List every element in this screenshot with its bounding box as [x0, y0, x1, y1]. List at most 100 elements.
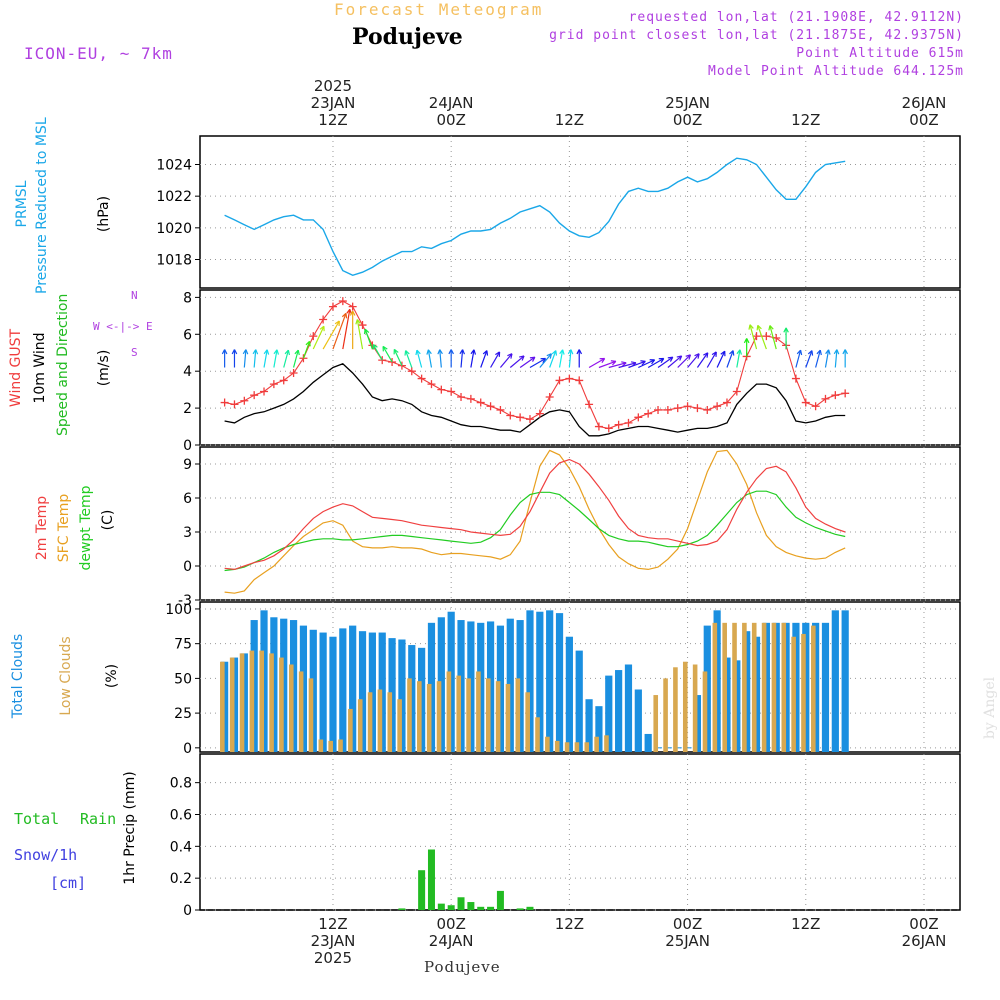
low-cloud-bar	[495, 681, 501, 752]
gust-marker	[575, 376, 584, 385]
time-label: 12Z	[554, 915, 585, 933]
wind-arrow-head	[676, 355, 683, 361]
total-cloud-bar	[644, 733, 652, 752]
wind-arrow	[677, 354, 691, 368]
low-cloud-bar	[653, 695, 659, 752]
wind-arrow	[824, 349, 830, 368]
y-tick-label: 50	[174, 671, 192, 687]
gust-marker	[594, 422, 603, 431]
gust-marker	[427, 380, 436, 389]
gust-marker	[240, 396, 249, 405]
wind-arrow-head	[482, 350, 489, 356]
wind-arrow	[598, 360, 617, 369]
low-cloud-bar	[485, 678, 491, 752]
low-cloud-bar	[308, 678, 314, 752]
gust-marker	[260, 387, 269, 396]
gust-marker	[338, 297, 347, 306]
wind-arrow	[628, 360, 646, 369]
wind-arrow	[490, 351, 501, 368]
gust-marker	[624, 418, 633, 427]
low-cloud-bar	[338, 739, 343, 752]
wind-arrow-head	[842, 349, 848, 355]
wind-arrow-head	[833, 349, 840, 355]
wind-arrow-head	[703, 352, 709, 358]
rain-bar	[437, 903, 445, 910]
low-cloud-bar	[771, 622, 777, 752]
low-cloud-bar	[220, 661, 225, 752]
low-cloud-bar	[781, 622, 787, 752]
wind-arrow	[716, 350, 726, 368]
wind-arrow-head	[640, 360, 646, 366]
point-altitude: Point Altitude 615m	[796, 46, 964, 61]
rain-bar	[467, 902, 475, 910]
gust-marker	[358, 321, 367, 330]
gust-marker	[673, 404, 682, 413]
wind-arrow-head	[273, 349, 280, 355]
gust-marker	[457, 393, 466, 402]
rain-bar	[418, 870, 426, 910]
footer-station: Podujeve	[424, 958, 501, 976]
y-tick-label: 1022	[156, 189, 192, 205]
gust-marker	[634, 413, 643, 422]
total-cloud-bar	[595, 706, 603, 752]
wind-arrow	[795, 349, 802, 368]
wind-arrow-head	[415, 349, 421, 356]
low-cloud-bar	[318, 739, 324, 752]
gust-line	[224, 300, 846, 429]
y-tick-label: 0.2	[170, 871, 192, 887]
gust-marker	[250, 391, 259, 400]
y-tick-label: 9	[183, 457, 192, 473]
wind-arrow-head	[796, 349, 803, 356]
gust-marker	[585, 400, 594, 409]
compass-n: N	[131, 289, 138, 302]
wind-arrow-head	[567, 349, 574, 355]
wind-arrow-head	[720, 350, 726, 357]
label-total: Total	[14, 810, 60, 828]
wind-arrow-head	[576, 349, 583, 355]
panel-frame	[199, 289, 961, 446]
label-cm: [cm]	[50, 874, 87, 892]
y-tick-label: 0	[183, 559, 192, 575]
total-cloud-bar	[319, 632, 327, 752]
gust-marker	[791, 374, 800, 383]
wind-arrow-head	[341, 312, 348, 319]
low-cloud-bar	[505, 683, 511, 752]
low-cloud-bar	[466, 678, 471, 752]
wind-arrow-head	[470, 349, 477, 355]
low-cloud-bar	[692, 664, 698, 752]
total-cloud-bar	[624, 664, 633, 752]
total-cloud-bar	[615, 670, 623, 752]
wind-arrow-head	[252, 349, 259, 355]
wind-arrow-head	[546, 353, 552, 359]
wind-arrow-head	[551, 350, 558, 356]
wind-arrow	[539, 353, 552, 368]
wind-arrow	[283, 349, 289, 368]
low-cloud-bar	[535, 717, 540, 752]
wind-arrow-head	[748, 324, 754, 330]
low-cloud-bar	[702, 671, 708, 752]
rain-bar	[457, 897, 465, 910]
time-label: 2025 23JAN 12Z	[310, 77, 356, 129]
wind-arrow	[568, 349, 572, 368]
total-cloud-bar	[605, 675, 613, 752]
wind-arrow	[519, 356, 536, 368]
gust-marker	[407, 367, 416, 376]
wind-arrow-head	[242, 349, 249, 355]
low-cloud-bar	[328, 740, 333, 752]
gust-marker	[801, 398, 810, 407]
low-cloud-bar	[554, 740, 560, 752]
rain-bar	[516, 908, 524, 910]
chart-title: Forecast Meteogram	[334, 0, 544, 19]
gust-marker	[437, 385, 446, 394]
low-cloud-bar	[456, 675, 462, 752]
total-cloud-bar	[546, 610, 554, 752]
time-label: 00Z 26JAN	[901, 915, 947, 950]
wind-arrow	[292, 349, 299, 368]
gust-marker	[289, 369, 298, 378]
wind-arrow-head	[756, 324, 762, 331]
wind-arrow	[372, 344, 383, 361]
grid-point-coords: grid point closest lon,lat (21.1875E, 42…	[549, 28, 964, 43]
time-label: 12Z	[791, 915, 821, 933]
low-cloud-bar	[426, 683, 432, 752]
low-cloud-bar	[515, 678, 521, 752]
